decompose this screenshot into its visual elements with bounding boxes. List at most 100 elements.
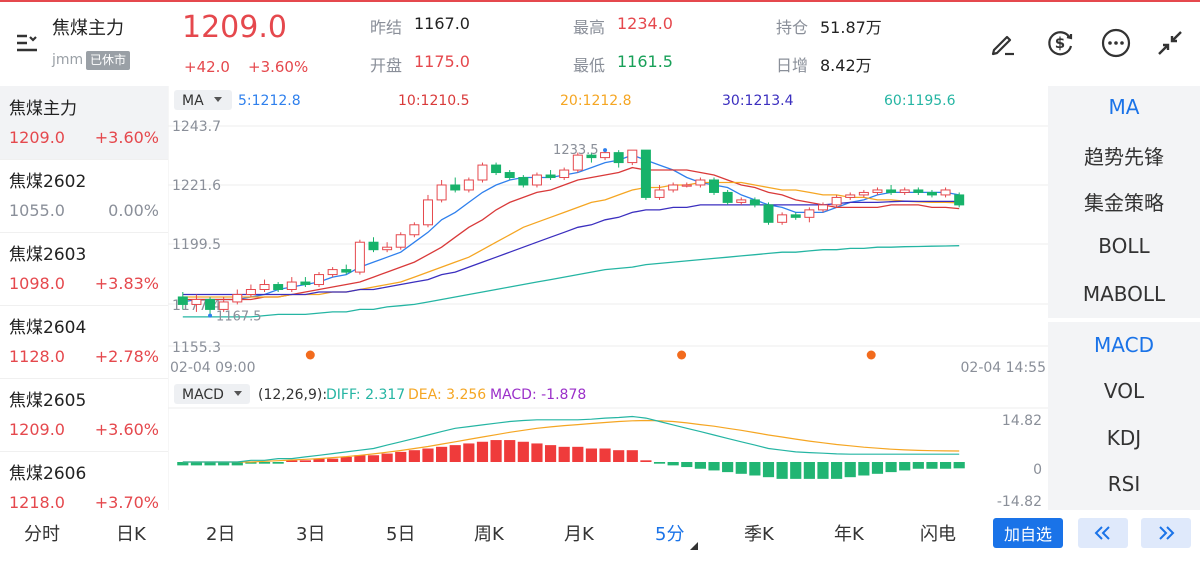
contract-pct: 0.00% <box>108 201 159 220</box>
macd-bar <box>395 451 407 462</box>
contract-price: 1209.0 <box>9 420 65 439</box>
event-marker-dot <box>677 350 687 360</box>
tab-3day[interactable]: 3日 <box>296 524 326 545</box>
indicator-macd[interactable]: MACD <box>1094 333 1154 357</box>
macd-bar <box>354 455 366 462</box>
contract-list-item[interactable]: 焦煤2602 1055.0 0.00% <box>0 159 168 233</box>
pen-icon[interactable] <box>986 26 1020 60</box>
macd-bar <box>599 448 611 462</box>
indicator-kdj[interactable]: KDJ <box>1106 426 1142 450</box>
tab-yearly[interactable]: 年K <box>834 524 864 545</box>
macd-bar <box>572 446 584 462</box>
candle-body <box>218 301 229 310</box>
tab-2day[interactable]: 2日 <box>206 524 236 545</box>
contract-name: 焦煤2603 <box>9 245 87 265</box>
macd-bar <box>735 462 747 474</box>
last-price: 1209.0 <box>182 10 287 45</box>
indicator-maboll[interactable]: MABOLL <box>1082 282 1166 306</box>
candle-body <box>777 214 788 223</box>
ma20-line <box>182 181 960 298</box>
candle-body <box>586 154 597 159</box>
ma-selector-bg[interactable] <box>174 90 232 110</box>
contract-list-item[interactable]: 焦煤2606 1218.0 +3.70% <box>0 451 168 510</box>
macd-bar <box>286 460 298 462</box>
macd-bar <box>885 462 897 473</box>
contract-name: 焦煤2602 <box>9 172 87 192</box>
macd-bar <box>463 443 475 462</box>
macd-bar <box>245 462 257 464</box>
candle-body <box>245 289 256 295</box>
chart-grid <box>168 86 1048 510</box>
macd-bar <box>258 462 271 464</box>
more-icon[interactable] <box>1099 26 1133 60</box>
collapse-icon[interactable] <box>1153 26 1187 60</box>
indicator-rsi[interactable]: RSI <box>1107 472 1141 496</box>
contract-list-item[interactable]: 焦煤2604 1128.0 +2.78% <box>0 305 168 379</box>
indicator-vol[interactable]: VOL <box>1103 379 1145 403</box>
candle-body <box>913 189 924 193</box>
kline-chart[interactable]: MA 5:1212.8 10:1210.5 20:1212.8 30:1213.… <box>168 86 1048 510</box>
macd-selector-caret-icon[interactable] <box>234 391 242 396</box>
contract-title[interactable]: 焦煤主力 <box>52 18 124 39</box>
contract-list-item[interactable]: 焦煤2605 1209.0 +3.60% <box>0 378 168 452</box>
candle-body <box>722 191 733 203</box>
contract-list-item[interactable]: 焦煤主力 1209.0 +3.60% <box>0 86 168 160</box>
tab-flash[interactable]: 闪电 <box>920 524 956 545</box>
macd-selector[interactable]: MACD <box>182 387 224 403</box>
candles <box>177 148 965 318</box>
macd-selector-bg[interactable] <box>174 384 250 404</box>
add-watchlist-button[interactable]: 加自选 <box>993 518 1063 548</box>
double-chevron-right-icon[interactable] <box>1141 518 1191 548</box>
contract-menu-icon[interactable] <box>14 30 40 56</box>
tab-5day[interactable]: 5日 <box>386 524 416 545</box>
tab-weekly[interactable]: 周K <box>474 524 504 545</box>
macd-bar <box>912 462 924 469</box>
candle-body <box>545 174 556 179</box>
dollar-exchange-icon[interactable]: $ <box>1043 26 1077 60</box>
macd-bar <box>436 446 448 462</box>
macd-y-top: 14.82 <box>1002 413 1042 429</box>
stat-label-open-interest: 持仓 <box>776 18 809 37</box>
candle-body <box>845 194 856 198</box>
y-tick: 1199.5 <box>172 237 221 253</box>
candle-body <box>790 214 801 218</box>
candle-body <box>205 298 216 310</box>
low-marker-dot <box>208 313 213 318</box>
time-start: 02-04 09:00 <box>170 360 255 376</box>
low-marker-label: 1167.5 <box>216 310 262 325</box>
candle-body <box>695 179 706 186</box>
indicator-ma[interactable]: MA <box>1108 95 1140 119</box>
stat-label-low: 最低 <box>573 56 606 75</box>
ma-selector[interactable]: MA <box>182 93 204 109</box>
candle-body <box>518 177 529 186</box>
candle-body <box>736 199 747 203</box>
indicator-trend[interactable]: 趋势先锋 <box>1084 145 1164 169</box>
indicator-strategy[interactable]: 集金策略 <box>1084 191 1164 215</box>
contract-code: jmm <box>52 52 84 68</box>
macd-diff: DIFF: 2.317 <box>326 387 405 403</box>
tab-monthly[interactable]: 月K <box>564 524 594 545</box>
candle-body <box>368 241 379 251</box>
contract-list-item[interactable]: 焦煤2603 1098.0 +3.83% <box>0 232 168 306</box>
stat-value-prev-settle: 1167.0 <box>414 14 470 33</box>
candle-body <box>395 234 406 248</box>
tab-quarterly[interactable]: 季K <box>744 524 774 545</box>
double-chevron-left-icon[interactable] <box>1078 518 1128 548</box>
high-marker-dot <box>603 148 608 153</box>
macd-bar <box>790 462 802 479</box>
tab-5min[interactable]: 5分 <box>655 524 685 545</box>
macd-bar <box>299 460 311 462</box>
tab-intraday[interactable]: 分时 <box>24 524 60 545</box>
candle-body <box>831 196 842 206</box>
candle-body <box>436 184 447 201</box>
candle-body <box>286 281 297 291</box>
macd-bar <box>653 462 666 464</box>
tab-daily[interactable]: 日K <box>116 524 146 545</box>
candle-body <box>886 189 897 193</box>
indicator-boll[interactable]: BOLL <box>1098 234 1150 258</box>
macd-bar <box>490 440 502 462</box>
macd-y-bottom: -14.82 <box>997 494 1042 510</box>
ma-selector-caret-icon[interactable] <box>214 97 222 102</box>
stat-label-prev-settle: 昨结 <box>370 18 403 37</box>
macd-bar <box>272 462 284 464</box>
